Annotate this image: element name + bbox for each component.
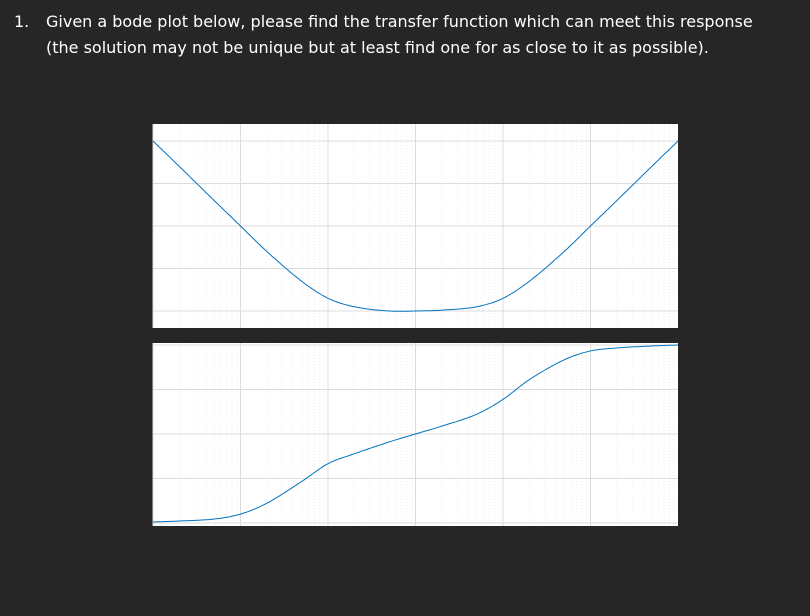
frequency-x-label: Frequency (rad/s) [353, 562, 471, 579]
magnitude-curve [152, 140, 679, 312]
phase-tick-label: 90 [131, 338, 145, 353]
frequency-tick-label: 100 [406, 537, 425, 554]
phase-y-label: Phase (deg) [94, 396, 110, 472]
magnitude-tick-label: 40 [131, 304, 145, 319]
magnitude-tick-label: 80 [131, 134, 145, 149]
question-number: 1. [14, 12, 30, 31]
tick-exponent: 2 [595, 537, 600, 547]
phase-tick-label: -90 [126, 516, 145, 531]
phase-curve [152, 344, 679, 523]
frequency-tick-label: 10-2 [229, 537, 251, 554]
question-text: Given a bode plot below, please find the… [46, 12, 753, 57]
chart-title: Bode Diagram [358, 104, 466, 121]
tick-base: 10 [406, 539, 420, 554]
magnitude-tick-label: 50 [131, 262, 145, 277]
magnitude-plot: 80 70 60 50 40 Magnitude (dB) [100, 124, 679, 328]
magnitude-tick-label: 60 [131, 219, 145, 234]
phase-tick-label: 0 [138, 427, 145, 442]
phase-tick-label: 45 [131, 383, 145, 398]
phase-y-ticks: 90 45 0 -45 -90 [126, 338, 145, 531]
phase-grid [152, 343, 678, 526]
phase-tick-label: -45 [126, 472, 145, 487]
tick-base: 10 [581, 539, 595, 554]
phase-plot: 90 45 0 -45 -90 Phase (deg) [94, 338, 679, 531]
frequency-x-ticks: 10-2 100 102 [229, 537, 600, 554]
magnitude-tick-label: 70 [131, 177, 145, 192]
tick-base: 10 [229, 539, 243, 554]
tick-exponent: -2 [244, 537, 252, 547]
frequency-tick-label: 102 [581, 537, 600, 554]
magnitude-y-ticks: 80 70 60 50 40 [131, 134, 145, 319]
tick-exponent: 0 [420, 537, 425, 547]
magnitude-y-label: Magnitude (dB) [100, 176, 116, 272]
